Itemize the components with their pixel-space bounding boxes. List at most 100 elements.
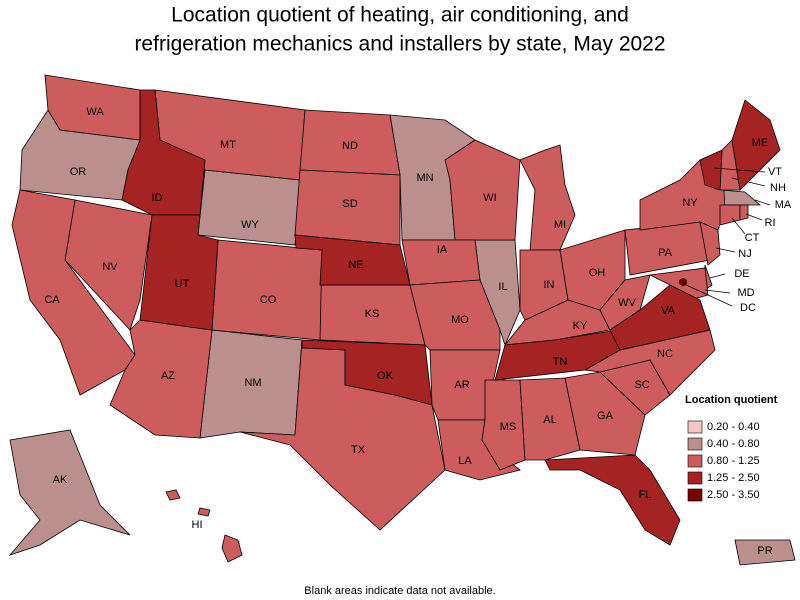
legend-swatch [687, 437, 703, 451]
state-label: IL [498, 281, 507, 293]
state-shape [301, 339, 433, 406]
state: IA [401, 239, 481, 286]
state-shape [197, 169, 301, 246]
state-shape [294, 234, 411, 286]
state-shape [719, 204, 741, 226]
state-shape [679, 278, 687, 286]
state: MD [648, 267, 755, 301]
state-label: ME [752, 137, 769, 149]
legend-label: 0.80 - 1.25 [707, 455, 760, 467]
state-label: TX [351, 444, 366, 456]
state-label: IN [544, 279, 555, 291]
state-label: DE [734, 268, 749, 280]
legend-label: 0.40 - 0.80 [707, 438, 760, 450]
state-label: AR [454, 379, 469, 391]
state: WI [444, 139, 521, 241]
title-line: refrigeration mechanics and installers b… [134, 33, 665, 56]
state-label: NH [770, 182, 786, 194]
state-label: DC [740, 302, 756, 314]
state-label: ID [152, 192, 163, 204]
state-label: OH [589, 267, 606, 279]
state-shape [8, 429, 131, 556]
state-label: SD [342, 198, 357, 210]
state-label: WI [483, 192, 496, 204]
state: VA [609, 284, 711, 351]
state-label: VA [661, 305, 676, 317]
state: NJ [699, 221, 752, 266]
legend-swatch [687, 454, 703, 468]
state-shape [165, 489, 181, 501]
state: WV [599, 274, 651, 331]
state-shape [211, 239, 323, 341]
state-shape [734, 539, 796, 566]
state-label: MI [554, 219, 566, 231]
state-label: VT [768, 166, 782, 178]
state: UT [139, 214, 219, 331]
legend-swatch [687, 420, 703, 434]
legend-label: 1.25 - 2.50 [707, 472, 760, 484]
state-shape [444, 139, 521, 241]
state: CO [211, 239, 323, 341]
state-shape [719, 189, 762, 206]
state-label: CO [260, 294, 277, 306]
state: GA [564, 371, 646, 456]
state: CA [11, 189, 136, 396]
state: ND [299, 109, 401, 176]
state-shape [519, 377, 581, 461]
state-label: MT [220, 139, 236, 151]
state-label: NE [348, 259, 363, 271]
title-line: Location quotient of heating, air condit… [171, 4, 629, 27]
state-label: RI [765, 217, 776, 229]
state: AZ [109, 319, 213, 439]
state-label: ND [342, 140, 358, 152]
state-shape [519, 144, 576, 251]
state: VT [699, 149, 782, 191]
state-label: WV [618, 297, 636, 309]
state-label: WY [241, 219, 259, 231]
state-shape [519, 249, 569, 321]
state-label: HI [192, 519, 203, 531]
state-shape [583, 329, 716, 396]
state: FL [544, 454, 681, 546]
state-shape [197, 507, 211, 517]
state: RI [739, 204, 776, 229]
state-shape [599, 274, 651, 331]
state-shape [11, 189, 136, 396]
state: SD [294, 169, 401, 246]
state-shape [699, 149, 723, 191]
state-label: NV [102, 261, 118, 273]
state-label: SC [634, 379, 649, 391]
state: WY [197, 169, 301, 246]
state: NE [294, 234, 411, 286]
state-label: IA [437, 244, 448, 256]
state-shape [699, 221, 721, 266]
state-label: OR [70, 166, 87, 178]
legend-swatch [687, 488, 703, 502]
state-shape [139, 214, 219, 331]
state-label: NM [244, 377, 261, 389]
state: MA [719, 189, 792, 211]
state: OH [559, 229, 626, 311]
state-label: AL [543, 414, 556, 426]
state: IN [519, 249, 569, 321]
state: KS [319, 284, 426, 346]
state-label: TN [553, 356, 568, 368]
state-label: KY [573, 320, 588, 332]
state: ME [731, 99, 781, 191]
state-label: MD [737, 287, 754, 299]
state-shape [544, 454, 681, 546]
state-label: LA [458, 455, 472, 467]
state-label: GA [597, 410, 614, 422]
state: PA [624, 221, 711, 276]
state-label: AZ [161, 370, 175, 382]
state: MI [519, 144, 576, 251]
state-label: PR [757, 545, 772, 557]
state-label: NY [682, 197, 698, 209]
state-label: MS [500, 421, 517, 433]
state-label: WA [86, 106, 104, 118]
legend-label: 2.50 - 3.50 [707, 489, 760, 501]
note: Blank areas indicate data not available. [304, 585, 495, 597]
state: OK [301, 339, 433, 406]
state: NV [64, 199, 153, 331]
